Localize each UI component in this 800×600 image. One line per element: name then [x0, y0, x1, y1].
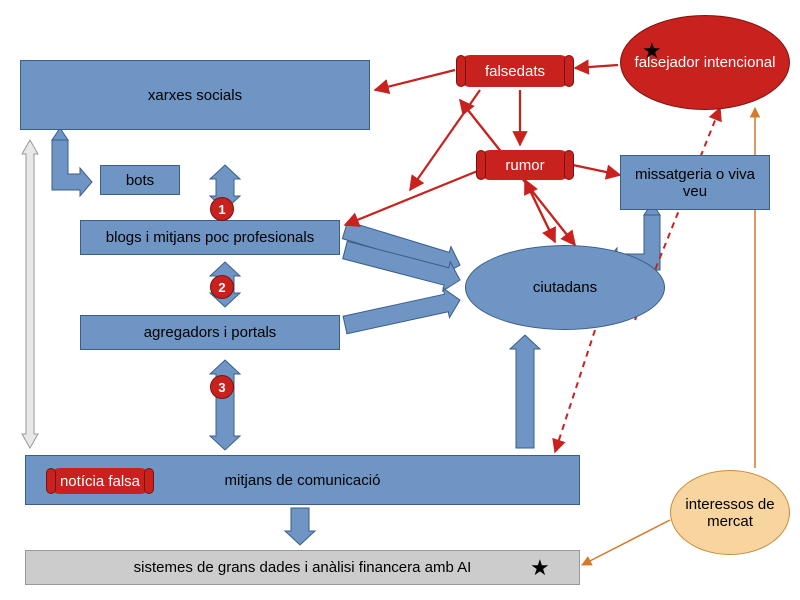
star-icon: ★	[530, 555, 550, 581]
node-sistemes: sistemes de grans dades i anàlisi financ…	[25, 550, 580, 585]
node-noticia: notícia falsa	[50, 468, 150, 494]
node-xarxes: xarxes socials	[20, 60, 370, 130]
node-bots: bots	[100, 165, 180, 195]
node-ciutadans: ciutadans	[465, 245, 665, 330]
badge-3: 3	[210, 375, 234, 399]
node-agregadors: agregadors i portals	[80, 315, 340, 350]
node-interessos: interessos de mercat	[670, 470, 790, 555]
badge-1: 1	[210, 197, 234, 221]
node-blogs: blogs i mitjans poc profesionals	[80, 220, 340, 255]
node-falsedats: falsedats	[460, 55, 570, 87]
node-missatgeria: missatgeria o viva veu	[620, 155, 770, 210]
node-rumor: rumor	[480, 150, 570, 180]
badge-2: 2	[210, 275, 234, 299]
star-icon: ★	[642, 38, 662, 64]
